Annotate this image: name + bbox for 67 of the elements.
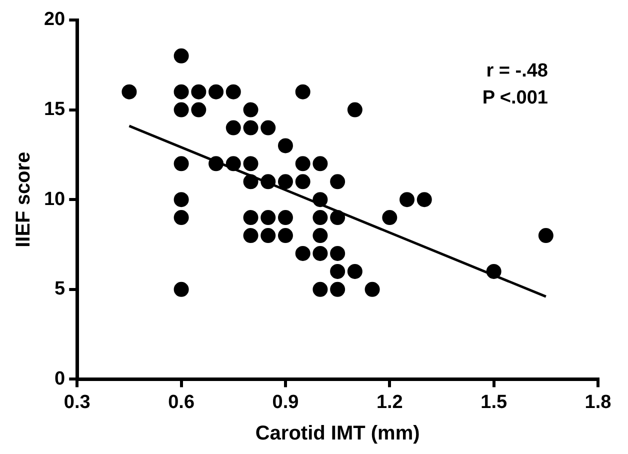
point [278, 228, 293, 244]
point [312, 228, 328, 244]
point [174, 156, 189, 172]
point [174, 102, 189, 118]
point [243, 210, 258, 226]
point [260, 120, 276, 136]
x-tick-label: 1.5 [480, 392, 508, 413]
point [260, 228, 276, 244]
y-tick-label: 5 [54, 278, 66, 300]
point [243, 174, 258, 190]
x-tick-label: 0.6 [168, 392, 195, 413]
point [295, 246, 310, 261]
point [330, 282, 346, 297]
point [243, 228, 258, 244]
annotation: P <.001 [482, 88, 548, 109]
point [278, 210, 293, 226]
point [330, 246, 346, 261]
point [486, 264, 502, 279]
point [191, 102, 206, 118]
point [174, 192, 189, 208]
point [400, 192, 415, 208]
point [312, 156, 328, 172]
point [208, 156, 224, 172]
y-tick-label: 10 [44, 188, 66, 210]
point [330, 264, 346, 279]
x-tick-label: 0.3 [64, 392, 90, 413]
point [226, 156, 241, 172]
point [312, 192, 328, 208]
x-tick-label: 1.8 [584, 392, 612, 413]
point [174, 48, 189, 64]
point [347, 102, 362, 118]
x-tick-label: 0.9 [272, 392, 299, 413]
point [208, 84, 224, 100]
point [295, 84, 310, 100]
point [260, 210, 276, 226]
point [122, 84, 137, 100]
point [330, 174, 346, 190]
point [174, 210, 189, 226]
point [382, 210, 398, 226]
point [416, 192, 432, 208]
y-axis-title: IIEF score [12, 152, 35, 248]
point [243, 120, 258, 136]
point [538, 228, 554, 244]
point [347, 264, 362, 279]
point [364, 282, 380, 297]
y-tick-label: 20 [44, 9, 66, 30]
point [226, 120, 241, 136]
point [191, 84, 206, 100]
point [295, 174, 310, 190]
point [278, 174, 293, 190]
point [260, 174, 276, 190]
point [295, 156, 310, 172]
point [278, 138, 293, 154]
point [226, 84, 241, 100]
point [243, 102, 258, 118]
point [174, 84, 189, 100]
point [312, 246, 328, 261]
x-tick-label: 1.2 [376, 392, 403, 413]
y-tick-label: 15 [44, 99, 66, 120]
point [330, 210, 346, 226]
annotation: r = -.48 [486, 60, 548, 82]
x-axis-title: Carotid IMT (mm) [255, 422, 420, 445]
point [312, 210, 328, 226]
point [243, 156, 258, 172]
point [174, 282, 189, 297]
y-tick-label: 0 [54, 368, 66, 390]
point [312, 282, 328, 297]
